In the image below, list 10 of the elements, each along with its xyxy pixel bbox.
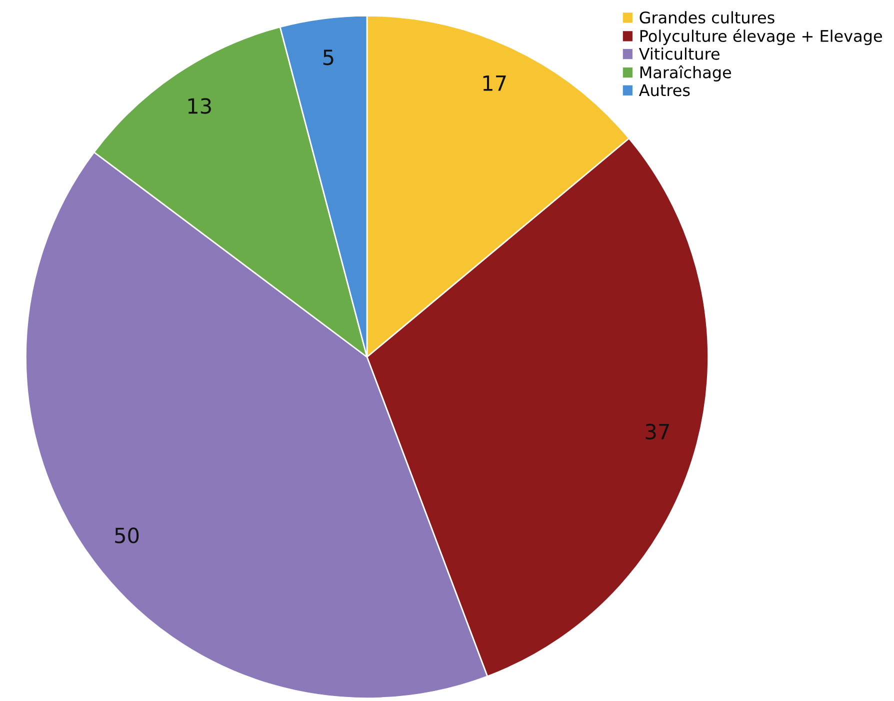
data-label: 37 [646, 424, 669, 440]
legend-label: Polyculture élevage + Elevage [640, 29, 882, 46]
legend-label: Grandes cultures [640, 11, 774, 24]
data-label: 13 [188, 98, 211, 114]
legend-label: Maraîchage [640, 65, 732, 82]
legend-label: Viticulture [638, 48, 720, 60]
legend-label: Autres [638, 84, 690, 96]
data-label: 17 [483, 76, 506, 91]
data-label: 5 [323, 50, 334, 66]
data-label: 50 [115, 528, 139, 544]
